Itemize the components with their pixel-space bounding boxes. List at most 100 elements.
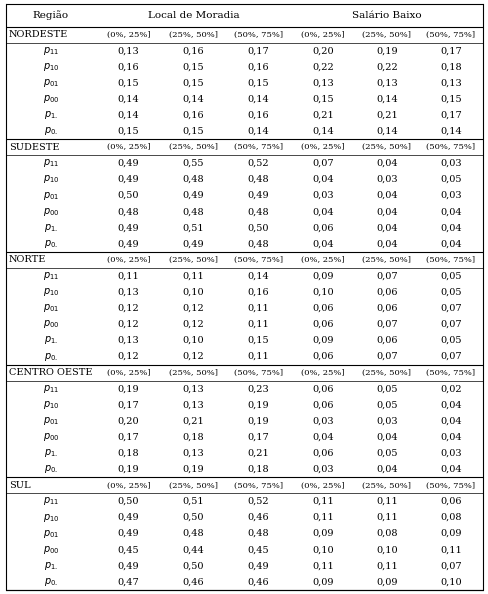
Text: (25%, 50%]: (25%, 50%] [169,143,218,151]
Text: 0,45: 0,45 [118,545,139,554]
Text: (25%, 50%]: (25%, 50%] [169,369,218,377]
Text: 0,50: 0,50 [183,561,204,570]
Text: 0,14: 0,14 [118,110,139,119]
Text: 0,12: 0,12 [118,304,139,313]
Text: 0,06: 0,06 [439,497,461,506]
Text: 0,06: 0,06 [312,304,333,313]
Text: 0,49: 0,49 [118,159,139,168]
Text: CENTRO OESTE: CENTRO OESTE [9,368,92,377]
Text: $p_{00}$: $p_{00}$ [42,431,59,443]
Text: 0,03: 0,03 [311,465,333,474]
Text: $p_{0.}$: $p_{0.}$ [44,125,58,137]
Text: 0,03: 0,03 [375,416,397,425]
Text: 0,15: 0,15 [311,94,333,103]
Text: 0,04: 0,04 [439,432,461,441]
Text: 0,48: 0,48 [183,207,204,216]
Text: (0%, 25%]: (0%, 25%] [301,256,344,264]
Text: 0,03: 0,03 [439,159,461,168]
Text: 0,49: 0,49 [118,529,139,538]
Text: 0,10: 0,10 [311,287,333,296]
Text: 0,14: 0,14 [247,271,269,280]
Text: 0,09: 0,09 [312,529,333,538]
Text: 0,06: 0,06 [375,287,397,296]
Text: 0,19: 0,19 [247,400,269,409]
Text: 0,14: 0,14 [182,94,204,103]
Text: 0,49: 0,49 [183,239,204,248]
Text: 0,55: 0,55 [183,159,204,168]
Text: 0,49: 0,49 [118,223,139,232]
Text: $p_{0.}$: $p_{0.}$ [44,463,58,475]
Text: $p_{0.}$: $p_{0.}$ [44,238,58,250]
Text: 0,16: 0,16 [247,287,269,296]
Text: (0%, 25%]: (0%, 25%] [301,369,344,377]
Text: (25%, 50%]: (25%, 50%] [169,30,218,39]
Text: (25%, 50%]: (25%, 50%] [362,369,411,377]
Text: 0,14: 0,14 [311,127,333,135]
Text: 0,22: 0,22 [375,62,397,71]
Text: 0,13: 0,13 [375,78,397,87]
Text: 0,18: 0,18 [183,432,204,441]
Text: 0,16: 0,16 [247,62,269,71]
Text: 0,05: 0,05 [375,384,397,393]
Text: 0,07: 0,07 [439,561,461,570]
Text: 0,49: 0,49 [247,561,269,570]
Text: 0,49: 0,49 [247,191,269,200]
Text: 0,04: 0,04 [439,207,461,216]
Text: 0,15: 0,15 [118,127,139,135]
Text: $p_{11}$: $p_{11}$ [43,45,59,56]
Text: $p_{10}$: $p_{10}$ [42,399,59,411]
Text: (0%, 25%]: (0%, 25%] [106,481,150,489]
Text: 0,47: 0,47 [118,577,139,586]
Text: 0,07: 0,07 [439,304,461,313]
Text: 0,15: 0,15 [247,336,269,345]
Text: 0,03: 0,03 [375,175,397,184]
Text: $p_{00}$: $p_{00}$ [42,206,59,217]
Text: $p_{01}$: $p_{01}$ [43,77,59,89]
Text: 0,07: 0,07 [311,159,333,168]
Text: 0,15: 0,15 [183,127,204,135]
Text: 0,21: 0,21 [375,110,397,119]
Text: Local de Moradia: Local de Moradia [147,11,239,20]
Text: 0,50: 0,50 [118,497,139,506]
Text: 0,10: 0,10 [183,336,204,345]
Text: $p_{10}$: $p_{10}$ [42,61,59,73]
Text: 0,48: 0,48 [247,529,269,538]
Text: 0,10: 0,10 [375,545,397,554]
Text: 0,10: 0,10 [183,287,204,296]
Text: 0,11: 0,11 [311,497,333,506]
Text: 0,23: 0,23 [247,384,269,393]
Text: 0,09: 0,09 [375,577,397,586]
Text: (50%, 75%]: (50%, 75%] [233,143,283,151]
Text: (50%, 75%]: (50%, 75%] [233,30,283,39]
Text: 0,05: 0,05 [439,336,461,345]
Text: Região: Região [33,10,69,20]
Text: 0,48: 0,48 [183,175,204,184]
Text: 0,15: 0,15 [118,78,139,87]
Text: (50%, 75%]: (50%, 75%] [426,481,475,489]
Text: 0,12: 0,12 [182,320,204,329]
Text: 0,13: 0,13 [311,78,333,87]
Text: 0,45: 0,45 [247,545,269,554]
Text: 0,17: 0,17 [439,110,461,119]
Text: 0,19: 0,19 [118,384,139,393]
Text: 0,16: 0,16 [183,46,204,55]
Text: 0,14: 0,14 [247,127,269,135]
Text: $p_{11}$: $p_{11}$ [43,157,59,169]
Text: 0,12: 0,12 [118,352,139,361]
Text: 0,04: 0,04 [439,223,461,232]
Text: 0,15: 0,15 [183,62,204,71]
Text: 0,12: 0,12 [182,304,204,313]
Text: 0,20: 0,20 [118,416,139,425]
Text: 0,11: 0,11 [311,513,333,522]
Text: 0,16: 0,16 [183,110,204,119]
Text: Salário Baixo: Salário Baixo [351,11,421,20]
Text: 0,50: 0,50 [183,513,204,522]
Text: 0,11: 0,11 [439,545,461,554]
Text: (0%, 25%]: (0%, 25%] [106,30,150,39]
Text: $p_{01}$: $p_{01}$ [43,415,59,427]
Text: 0,05: 0,05 [375,448,397,457]
Text: 0,10: 0,10 [439,577,461,586]
Text: (0%, 25%]: (0%, 25%] [301,143,344,151]
Text: 0,11: 0,11 [247,352,269,361]
Text: $p_{10}$: $p_{10}$ [42,286,59,298]
